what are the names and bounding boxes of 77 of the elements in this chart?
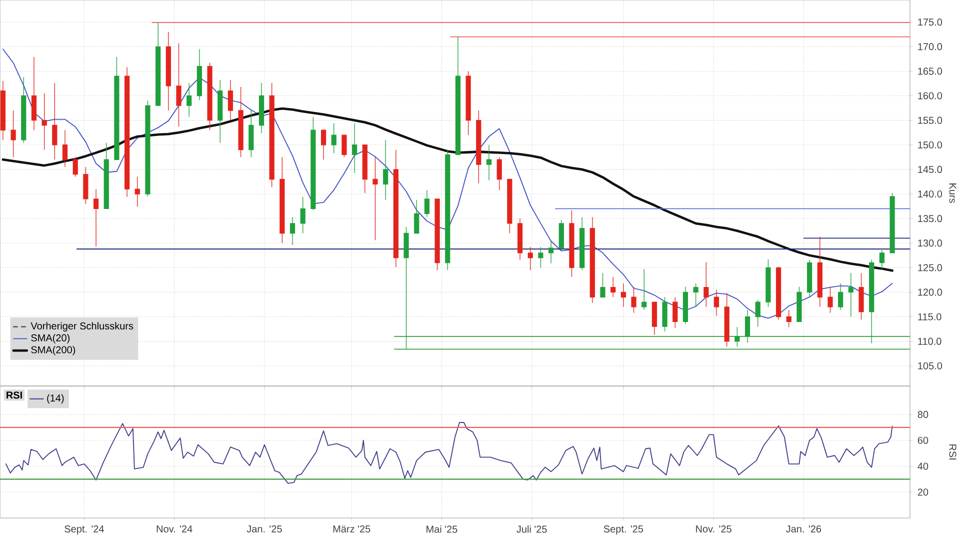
x-tick-label: Sept. '25 — [604, 525, 644, 534]
y-tick-label: 135.0 — [918, 215, 942, 222]
x-tick-label: März '25 — [333, 525, 370, 532]
candlestick — [879, 250, 884, 270]
y-tick-label: 115.0 — [918, 313, 942, 320]
x-tick-label: Juli '25 — [516, 525, 547, 533]
y-tick-label: 120.0 — [918, 288, 942, 296]
x-tick-label: Nov. '24 — [156, 525, 192, 532]
candlestick — [807, 259, 812, 298]
legend-label: Vorheriger Schlusskurs — [30, 322, 134, 332]
candlestick — [166, 32, 171, 111]
candlestick — [176, 42, 182, 128]
candlestick — [290, 216, 296, 246]
candlestick — [372, 156, 378, 240]
y-tick-label: 160.0 — [918, 92, 942, 100]
y-tick-label: 60 — [918, 436, 928, 444]
candlestick — [569, 210, 574, 278]
candlestick — [218, 80, 223, 144]
candlestick — [10, 110, 16, 158]
y-tick-label: 125.0 — [918, 264, 942, 272]
x-tick-label: Jan. '26 — [786, 525, 822, 532]
candlestick — [42, 92, 47, 150]
y-tick-label: 145.0 — [918, 166, 942, 173]
candlestick — [817, 236, 822, 308]
candlestick — [704, 262, 709, 308]
y-tick-label: 150.0 — [918, 141, 942, 148]
candlestick — [848, 272, 854, 318]
candlestick — [682, 286, 688, 324]
y-tick-label: 140.0 — [918, 190, 942, 198]
candlestick — [714, 289, 720, 316]
y-tick-label: 110.0 — [918, 338, 942, 345]
y-tick-label: 40 — [918, 462, 928, 470]
candlestick — [0, 80, 6, 140]
x-tick-label: Nov. '25 — [696, 525, 732, 532]
x-tick-label: Sept. '24 — [64, 525, 104, 534]
candlestick — [62, 130, 68, 168]
legend-label: SMA(200) — [31, 346, 76, 356]
candlestick — [280, 156, 285, 244]
candlestick — [196, 48, 202, 101]
y-tick-label: 130.0 — [918, 240, 942, 247]
candlestick — [93, 188, 99, 247]
y-tick-label: 105.0 — [918, 362, 942, 370]
x-tick-label: Mai '25 — [426, 525, 458, 533]
y-tick-label: 175.0 — [918, 18, 942, 26]
candlestick — [476, 110, 482, 184]
candlestick — [186, 82, 192, 118]
candlestick — [517, 218, 523, 260]
candlestick — [393, 149, 398, 268]
y-tick-label: 155.0 — [918, 116, 942, 124]
candlestick — [776, 266, 782, 320]
line-series — [5, 422, 893, 484]
candlestick — [52, 82, 58, 160]
legend-label: SMA(20) — [31, 334, 70, 344]
candlestick — [31, 56, 37, 130]
y-axis-title: Kurs — [949, 184, 956, 203]
candlestick — [134, 176, 140, 208]
candlestick — [838, 283, 844, 310]
candlestick — [352, 122, 358, 174]
y-tick-label: 20 — [918, 488, 928, 496]
chart-title: RSI — [6, 392, 22, 399]
x-tick-label: Jan. '25 — [246, 525, 282, 532]
candlestick — [228, 80, 234, 121]
y-axis-title: RSI — [949, 444, 956, 460]
candlestick — [610, 276, 616, 298]
candlestick — [486, 144, 492, 181]
candlestick — [124, 66, 130, 198]
candlestick — [424, 190, 430, 218]
candlestick — [258, 82, 264, 134]
legend-label: (14) — [47, 394, 64, 404]
y-tick-label: 80 — [918, 410, 928, 418]
candlestick — [383, 140, 388, 200]
y-tick-label: 165.0 — [918, 68, 942, 75]
candlestick — [580, 216, 585, 270]
candlestick — [744, 310, 750, 344]
candlestick — [548, 240, 554, 264]
y-tick-label: 170.0 — [918, 43, 942, 50]
candlestick — [300, 196, 306, 234]
